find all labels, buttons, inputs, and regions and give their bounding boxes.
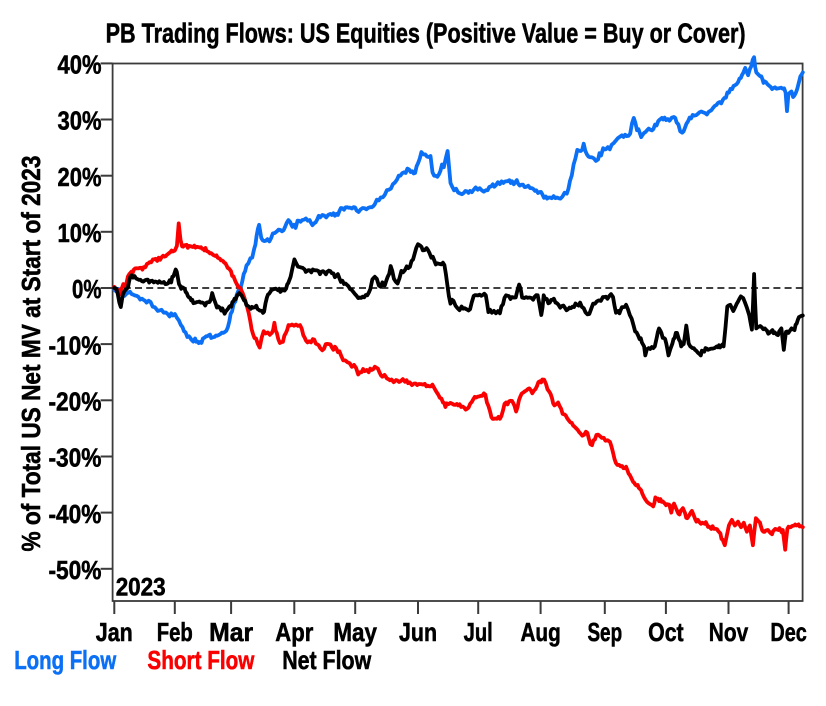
svg-text:-50%: -50% bbox=[49, 555, 102, 585]
svg-text:Long Flow: Long Flow bbox=[14, 645, 117, 675]
svg-text:Short Flow: Short Flow bbox=[147, 645, 255, 675]
svg-text:Apr: Apr bbox=[275, 617, 313, 647]
svg-text:Jan: Jan bbox=[96, 617, 133, 647]
svg-text:Aug: Aug bbox=[520, 617, 560, 647]
svg-text:0%: 0% bbox=[72, 274, 102, 304]
svg-text:% of Total US Net MV at Start: % of Total US Net MV at Start of 2023 bbox=[16, 156, 46, 552]
svg-text:10%: 10% bbox=[58, 218, 102, 248]
svg-text:Jul: Jul bbox=[464, 617, 493, 647]
svg-text:Net Flow: Net Flow bbox=[282, 645, 372, 675]
svg-text:40%: 40% bbox=[58, 50, 102, 80]
svg-text:Sep: Sep bbox=[587, 617, 622, 647]
svg-text:Feb: Feb bbox=[157, 617, 193, 647]
svg-text:20%: 20% bbox=[58, 162, 102, 192]
svg-text:Nov: Nov bbox=[709, 617, 749, 647]
svg-text:Dec: Dec bbox=[770, 617, 806, 647]
svg-text:-20%: -20% bbox=[49, 387, 102, 417]
svg-text:PB Trading Flows: US Equities: PB Trading Flows: US Equities (Positive … bbox=[106, 17, 746, 48]
svg-text:Jun: Jun bbox=[399, 617, 437, 647]
svg-text:Oct: Oct bbox=[648, 617, 684, 647]
svg-text:-40%: -40% bbox=[49, 499, 102, 529]
svg-text:30%: 30% bbox=[58, 106, 102, 136]
svg-text:2023: 2023 bbox=[116, 573, 166, 601]
svg-text:Mar: Mar bbox=[209, 617, 253, 647]
svg-text:-10%: -10% bbox=[49, 330, 102, 360]
svg-text:May: May bbox=[333, 617, 377, 647]
svg-text:-30%: -30% bbox=[49, 443, 102, 473]
